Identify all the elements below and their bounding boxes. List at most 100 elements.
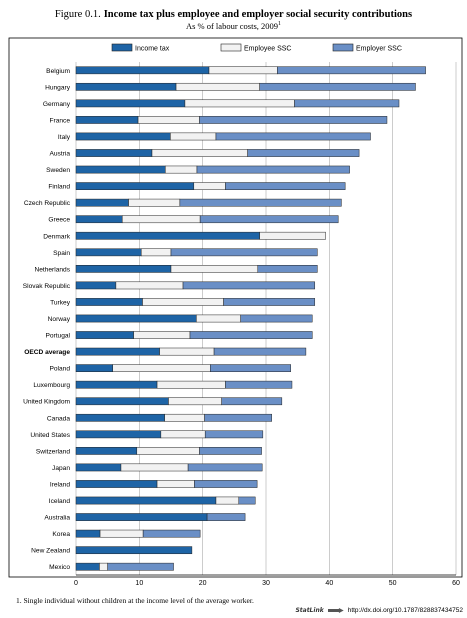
x-tick-label-2: 20 (199, 580, 207, 587)
statlink-url[interactable]: http://dx.doi.org/10.1787/828837434752 (348, 607, 463, 614)
category-label-5: Italy (58, 134, 71, 141)
category-label-1: Belgium (46, 68, 70, 75)
bar-3-row-3 (295, 100, 400, 107)
x-tick-label-1: 10 (135, 580, 143, 587)
bar-2-row-12 (141, 249, 171, 256)
bar-1-row-28 (76, 513, 207, 520)
bar-1-row-18 (76, 348, 160, 355)
bar-3-row-2 (260, 83, 416, 90)
bar-1-row-5 (76, 133, 170, 140)
bar-1-row-27 (76, 497, 216, 504)
bar-1-row-10 (76, 216, 122, 223)
bar-1-row-29 (76, 530, 100, 537)
x-tick-label-4: 40 (325, 580, 333, 587)
category-label-15: Turkey (50, 299, 71, 306)
bar-1-row-7 (76, 166, 165, 173)
category-label-26: Ireland (50, 481, 70, 488)
bar-1-row-3 (76, 100, 185, 107)
category-label-12: Spain (53, 250, 70, 257)
category-label-13: Netherlands (34, 266, 70, 273)
legend-swatch-1 (112, 44, 132, 51)
bar-2-row-1 (209, 67, 277, 74)
bar-2-row-3 (185, 100, 295, 107)
bar-2-row-18 (160, 348, 214, 355)
bar-2-row-26 (157, 480, 194, 487)
bar-2-row-10 (122, 216, 200, 223)
bar-3-row-9 (180, 199, 342, 206)
bar-2-row-21 (168, 398, 221, 405)
category-label-8: Finland (48, 184, 70, 191)
bar-3-row-21 (222, 398, 282, 405)
bar-3-row-12 (171, 249, 317, 256)
bar-1-row-30 (76, 547, 192, 554)
legend-label-1: Income tax (135, 46, 170, 53)
bar-1-row-19 (76, 365, 113, 372)
bar-1-row-13 (76, 265, 171, 272)
category-label-9: Czech Republic (24, 200, 71, 207)
bar-1-row-31 (76, 563, 99, 570)
bar-2-row-2 (176, 83, 260, 90)
category-label-31: Mexico (49, 564, 70, 571)
bar-2-row-6 (152, 149, 248, 156)
bar-1-row-15 (76, 298, 143, 305)
bar-1-row-12 (76, 249, 141, 256)
bar-3-row-5 (216, 133, 371, 140)
bar-2-row-25 (121, 464, 188, 471)
bar-1-row-1 (76, 67, 209, 74)
bar-2-row-15 (143, 298, 224, 305)
statlink: StatLink http://dx.doi.org/10.1787/82883… (295, 607, 463, 614)
category-label-22: Canada (47, 415, 70, 422)
bar-1-row-17 (76, 331, 134, 338)
bar-3-row-22 (205, 414, 272, 421)
bar-1-row-4 (76, 116, 138, 123)
bar-3-row-6 (248, 149, 359, 156)
bar-1-row-14 (76, 282, 116, 289)
bar-3-row-31 (108, 563, 174, 570)
legend-label-2: Employee SSC (244, 46, 291, 53)
category-label-19: Poland (49, 366, 70, 373)
category-label-29: Korea (52, 531, 70, 538)
bar-3-row-4 (200, 116, 387, 123)
bar-3-row-13 (258, 265, 318, 272)
category-label-7: Sweden (46, 167, 70, 174)
bar-2-row-9 (129, 199, 180, 206)
category-label-21: United Kingdom (23, 399, 70, 406)
bar-1-row-6 (76, 149, 152, 156)
statlink-brand: StatLink (295, 607, 323, 614)
bar-3-row-26 (194, 480, 257, 487)
bar-2-row-31 (99, 563, 107, 570)
category-label-28: Australia (44, 515, 70, 522)
bar-2-row-16 (196, 315, 240, 322)
bar-2-row-5 (170, 133, 216, 140)
category-label-18: OECD average (24, 349, 70, 356)
bar-1-row-2 (76, 83, 176, 90)
bar-1-row-11 (76, 232, 260, 239)
bar-3-row-10 (200, 216, 338, 223)
bar-2-row-8 (194, 183, 226, 190)
category-label-30: New Zealand (31, 548, 70, 555)
bar-3-row-18 (214, 348, 306, 355)
bar-2-row-17 (134, 331, 190, 338)
category-label-23: United States (30, 432, 70, 439)
bar-3-row-16 (241, 315, 313, 322)
category-label-27: Iceland (49, 498, 71, 505)
bar-3-row-15 (224, 298, 315, 305)
bar-1-row-20 (76, 381, 157, 388)
bar-1-row-24 (76, 447, 137, 454)
bar-2-row-13 (171, 265, 258, 272)
category-label-20: Luxembourg (33, 382, 70, 389)
legend-swatch-3 (333, 44, 353, 51)
bar-2-row-19 (113, 365, 211, 372)
bar-2-row-20 (157, 381, 225, 388)
bar-1-row-9 (76, 199, 129, 206)
category-label-10: Greece (48, 217, 70, 224)
x-tick-label-6: 60 (452, 580, 460, 587)
bar-1-row-22 (76, 414, 165, 421)
category-label-3: Germany (43, 101, 71, 108)
category-label-16: Norway (48, 316, 71, 323)
bar-2-row-11 (260, 232, 326, 239)
bar-1-row-21 (76, 398, 168, 405)
bar-1-row-8 (76, 183, 194, 190)
bar-3-row-28 (207, 513, 245, 520)
